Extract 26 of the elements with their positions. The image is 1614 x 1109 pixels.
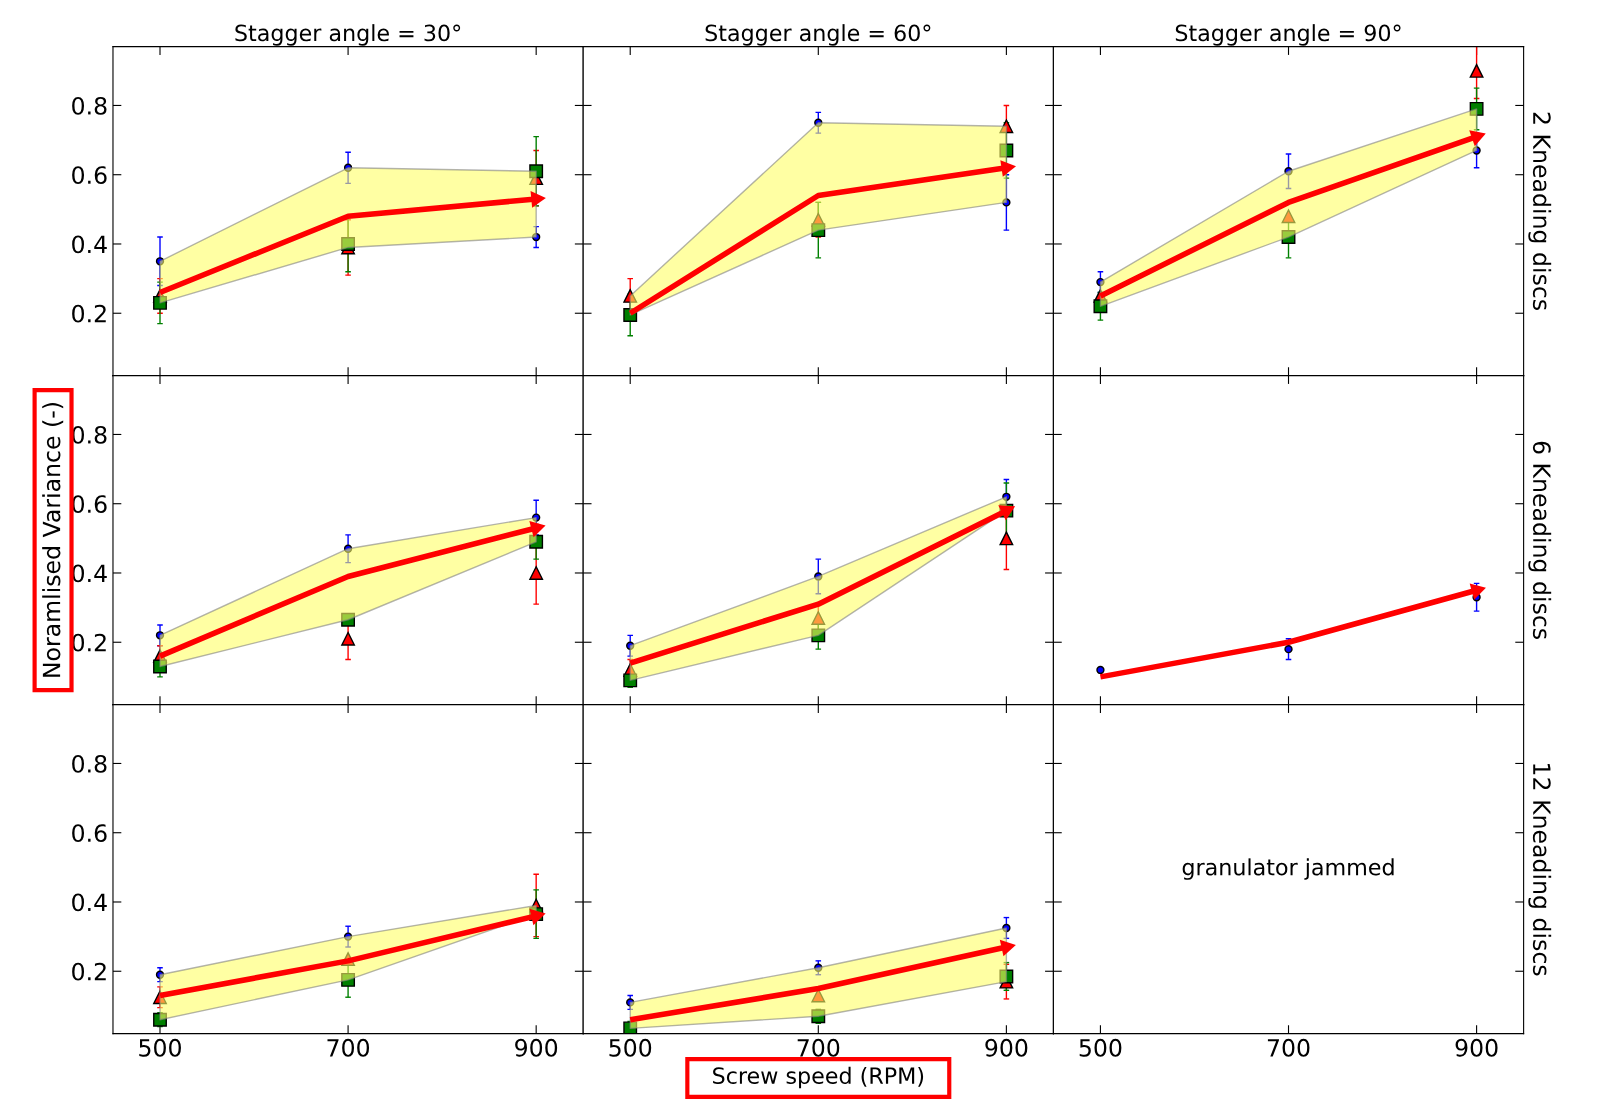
chart-title: Stagger angle = 60° bbox=[705, 24, 931, 46]
y-axis-title: Noramlised Variance (-) bbox=[42, 403, 64, 677]
y-tick-label: 0.8 bbox=[72, 96, 107, 115]
chart-title: Stagger angle = 30° bbox=[235, 24, 461, 46]
x-tick-label: 900 bbox=[1455, 1038, 1498, 1057]
y2-axis-title: 12 Kneading discs bbox=[1528, 764, 1552, 976]
y-tick-label: 0.6 bbox=[72, 166, 107, 185]
y-tick-label: 0.8 bbox=[72, 754, 107, 773]
x-axis-title: Screw speed (RPM) bbox=[713, 1066, 924, 1089]
annotation: granulator jammed bbox=[1182, 858, 1394, 880]
y-tick-label: 0.2 bbox=[72, 962, 106, 981]
y-tick-label: 0.4 bbox=[72, 235, 107, 254]
y-tick-label: 0.2 bbox=[72, 304, 106, 323]
y2-axis-title: 2 Kneading discs bbox=[1528, 112, 1552, 310]
y-tick-label: 0.6 bbox=[72, 824, 107, 843]
x-tick-label: 700 bbox=[797, 1038, 840, 1057]
x-tick-label: 500 bbox=[139, 1038, 181, 1057]
x-tick-label: 500 bbox=[1079, 1038, 1122, 1057]
x-tick-label: 700 bbox=[327, 1038, 370, 1057]
x-tick-label: 900 bbox=[515, 1038, 558, 1057]
y-tick-label: 0.4 bbox=[72, 893, 107, 912]
x-tick-label: 900 bbox=[985, 1038, 1028, 1057]
y2-axis-title: 6 Kneading discs bbox=[1528, 441, 1552, 639]
x-tick-label: 700 bbox=[1267, 1038, 1310, 1057]
chart-title: Stagger angle = 90° bbox=[1175, 24, 1401, 46]
x-tick-label: 500 bbox=[609, 1038, 652, 1057]
